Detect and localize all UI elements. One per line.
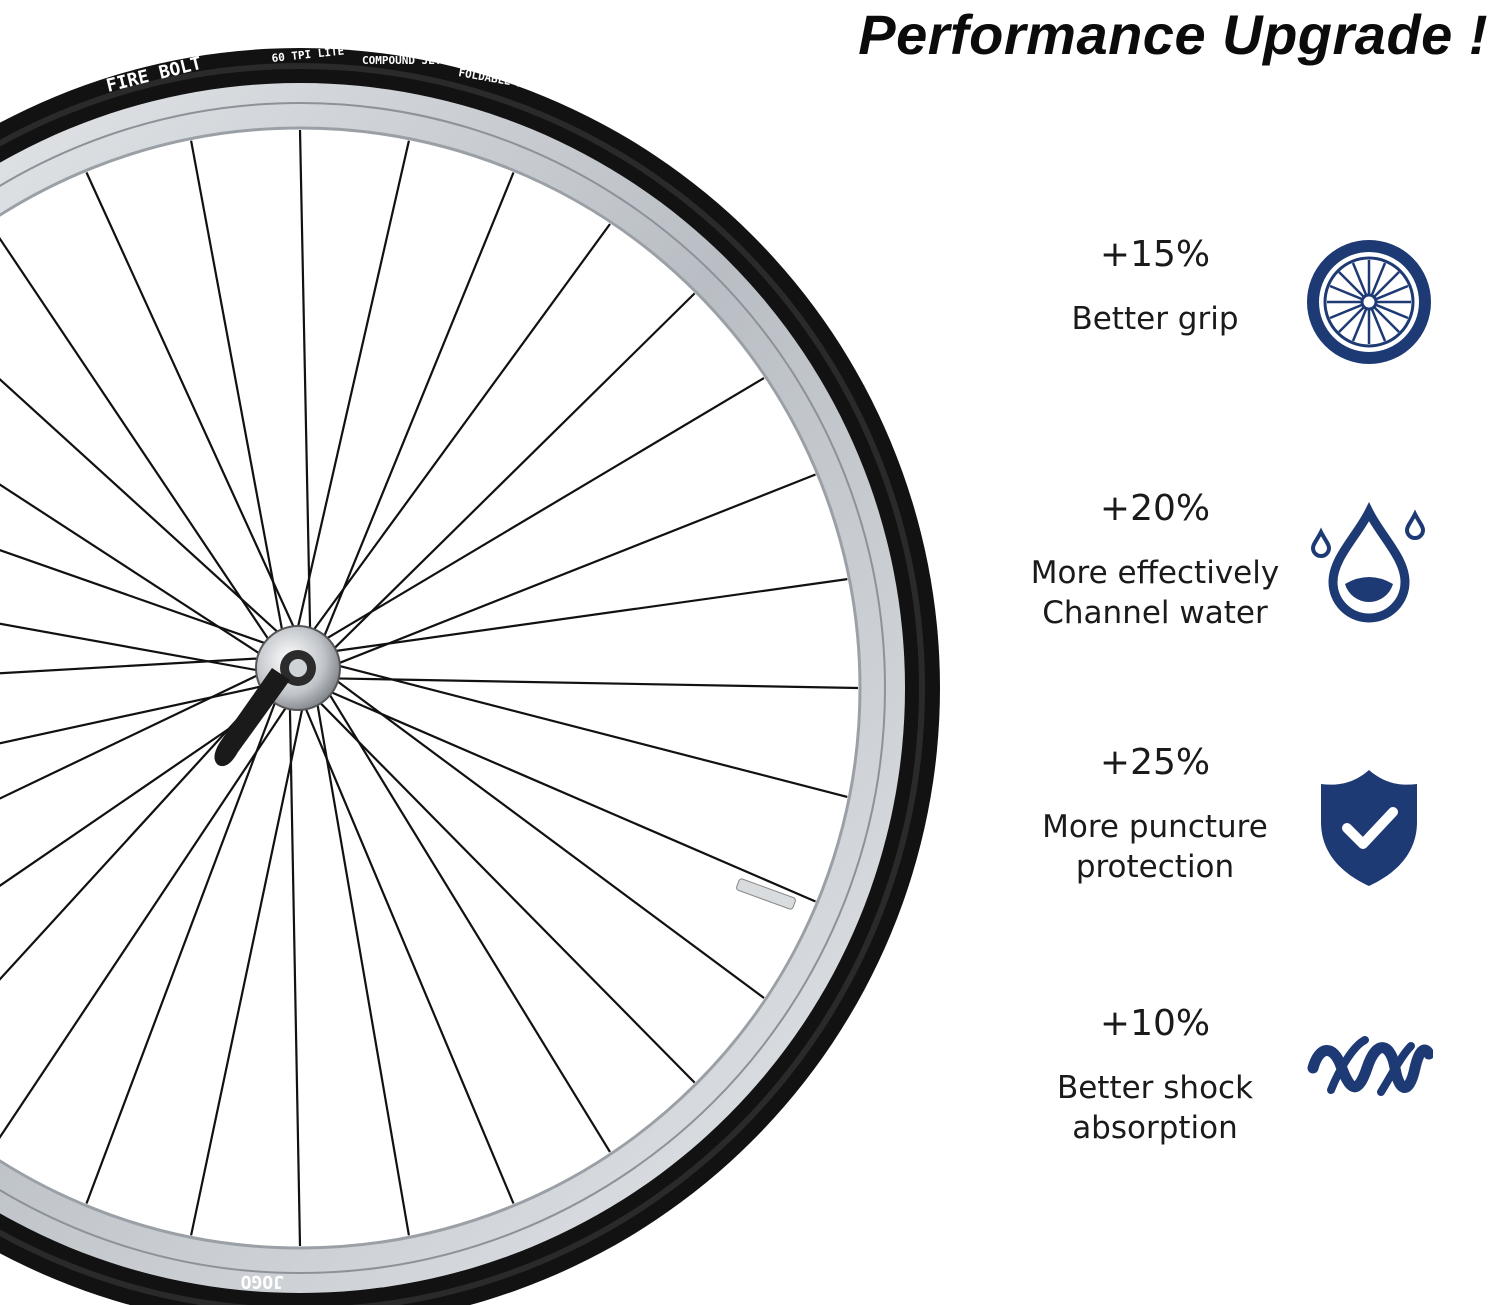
spoke: [329, 473, 816, 668]
quick-release-lever: [214, 668, 290, 767]
feature-percent: +20%: [1099, 488, 1211, 529]
spoke: [0, 656, 272, 675]
spoke: [314, 693, 410, 1236]
spoke: [311, 694, 696, 1084]
water-drop-icon: [1305, 500, 1433, 628]
feature-percent: +25%: [1099, 742, 1211, 783]
spoke: [85, 172, 300, 639]
spoke: [328, 677, 859, 690]
feature-puncture: +25% More puncture protection: [990, 741, 1320, 887]
spoke: [328, 674, 765, 999]
tire-compound-label: COMPOUND JET: [362, 54, 442, 67]
feature-description: Better shock absorption: [1056, 1070, 1254, 1146]
spoke: [0, 679, 274, 981]
spoke: [85, 689, 281, 1204]
spoke: [0, 696, 294, 1139]
spoke: [300, 697, 515, 1204]
spoke: [0, 682, 275, 745]
feature-description: More puncture protection: [1042, 809, 1268, 885]
spoke: [0, 668, 271, 800]
shock-wave-icon: [1305, 1006, 1433, 1134]
feature-percent: +10%: [1099, 1003, 1211, 1044]
wheel-icon: [1305, 238, 1433, 366]
spoke: [325, 578, 848, 654]
spoke: [298, 129, 312, 640]
spoke: [0, 691, 283, 887]
tire-rim-brand-label: JOGO: [240, 1271, 284, 1292]
spoke: [0, 236, 277, 651]
spoke: [317, 377, 765, 645]
spoke: [0, 377, 289, 642]
valve: [736, 878, 796, 910]
feature-water: +20% More effectively Channel water: [990, 487, 1320, 633]
tire-tpi-label: 60 TPI LITE: [271, 44, 345, 65]
spoke: [0, 548, 279, 649]
feature-description: Better grip: [1071, 301, 1239, 337]
spoke: [329, 662, 848, 798]
bicycle-wheel-image: FIRE BOLT 60 TPI LITE COMPOUND JET FOLDA…: [0, 44, 940, 1305]
spoke: [321, 687, 816, 903]
spoke: [0, 483, 272, 662]
spoke: [319, 172, 515, 647]
shield-check-icon: [1305, 762, 1433, 890]
spoke: [0, 622, 271, 674]
spoke: [323, 685, 611, 1153]
spoke: [326, 292, 696, 657]
feature-percent: +15%: [1099, 234, 1211, 275]
feature-shock: +10% Better shock absorption: [990, 1002, 1320, 1148]
feature-grip: +15% Better grip: [990, 233, 1320, 339]
feature-description: More effectively Channel water: [1030, 555, 1280, 631]
spoke: [288, 696, 302, 1247]
spoke: [306, 223, 611, 640]
spoke: [294, 140, 410, 639]
spoke: [190, 140, 286, 643]
spokes: [0, 129, 859, 1247]
spoke: [190, 697, 306, 1236]
headline: Performance Upgrade !: [858, 3, 1488, 66]
